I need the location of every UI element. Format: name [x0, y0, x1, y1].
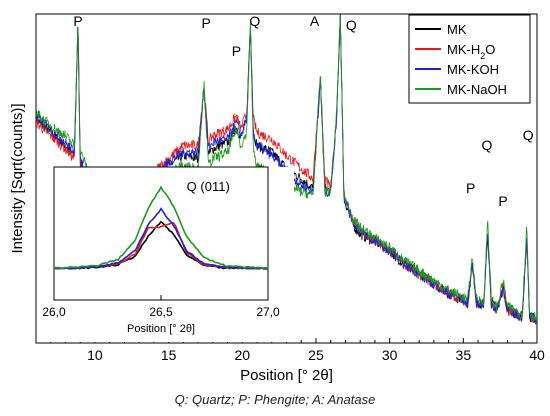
y-axis-label: Intensity [Sqrt(counts)]: [9, 103, 26, 253]
x-tick-label: 30: [382, 347, 398, 363]
phase-label-q: Q: [346, 17, 357, 33]
x-axis-label: Position [° 2θ]: [240, 367, 333, 384]
x-tick-label: 35: [456, 347, 472, 363]
x-tick-label: 20: [235, 347, 251, 363]
inset-plot: 26,0 26,5 27,0 Position [° 2θ] Q (011): [38, 166, 294, 342]
inset-x-axis-label: Position [° 2θ]: [127, 323, 195, 335]
inset-x-tick-label: 26,0: [42, 305, 66, 319]
x-tick-label: 15: [161, 347, 177, 363]
phase-label-p: P: [202, 15, 211, 31]
x-tick-label: 10: [87, 347, 103, 363]
x-tick-label: 40: [529, 347, 545, 363]
legend-label: MK-NaOH: [447, 82, 507, 97]
phase-label-q: Q: [249, 13, 260, 29]
main-plot: 10 15 20 25 30 35 40 Position [° 2θ] Intensity […: [9, 13, 545, 384]
phase-label-p: P: [498, 193, 507, 209]
phase-label-q: Q: [481, 137, 492, 153]
legend-label: MK: [447, 22, 467, 37]
inset-x-tick-label: 27,0: [256, 305, 280, 319]
legend-label: MK-KOH: [447, 62, 499, 77]
inset-background: [38, 167, 294, 342]
phase-label-p: P: [466, 180, 475, 196]
phase-label-p: P: [73, 13, 82, 29]
phase-label-p: P: [232, 43, 241, 59]
inset-x-tick-label: 26,5: [149, 305, 173, 319]
inset-series-line-mk-naoh: [53, 185, 269, 270]
phase-label-q: Q: [523, 127, 534, 143]
figure-caption: Q: Quartz; P: Phengite; A: Anatase: [174, 392, 376, 407]
inset-series-line-mk-koh: [53, 207, 269, 270]
phase-label-a: A: [310, 13, 320, 29]
x-tick-label: 25: [308, 347, 324, 363]
inset-title: Q (011): [187, 179, 230, 194]
